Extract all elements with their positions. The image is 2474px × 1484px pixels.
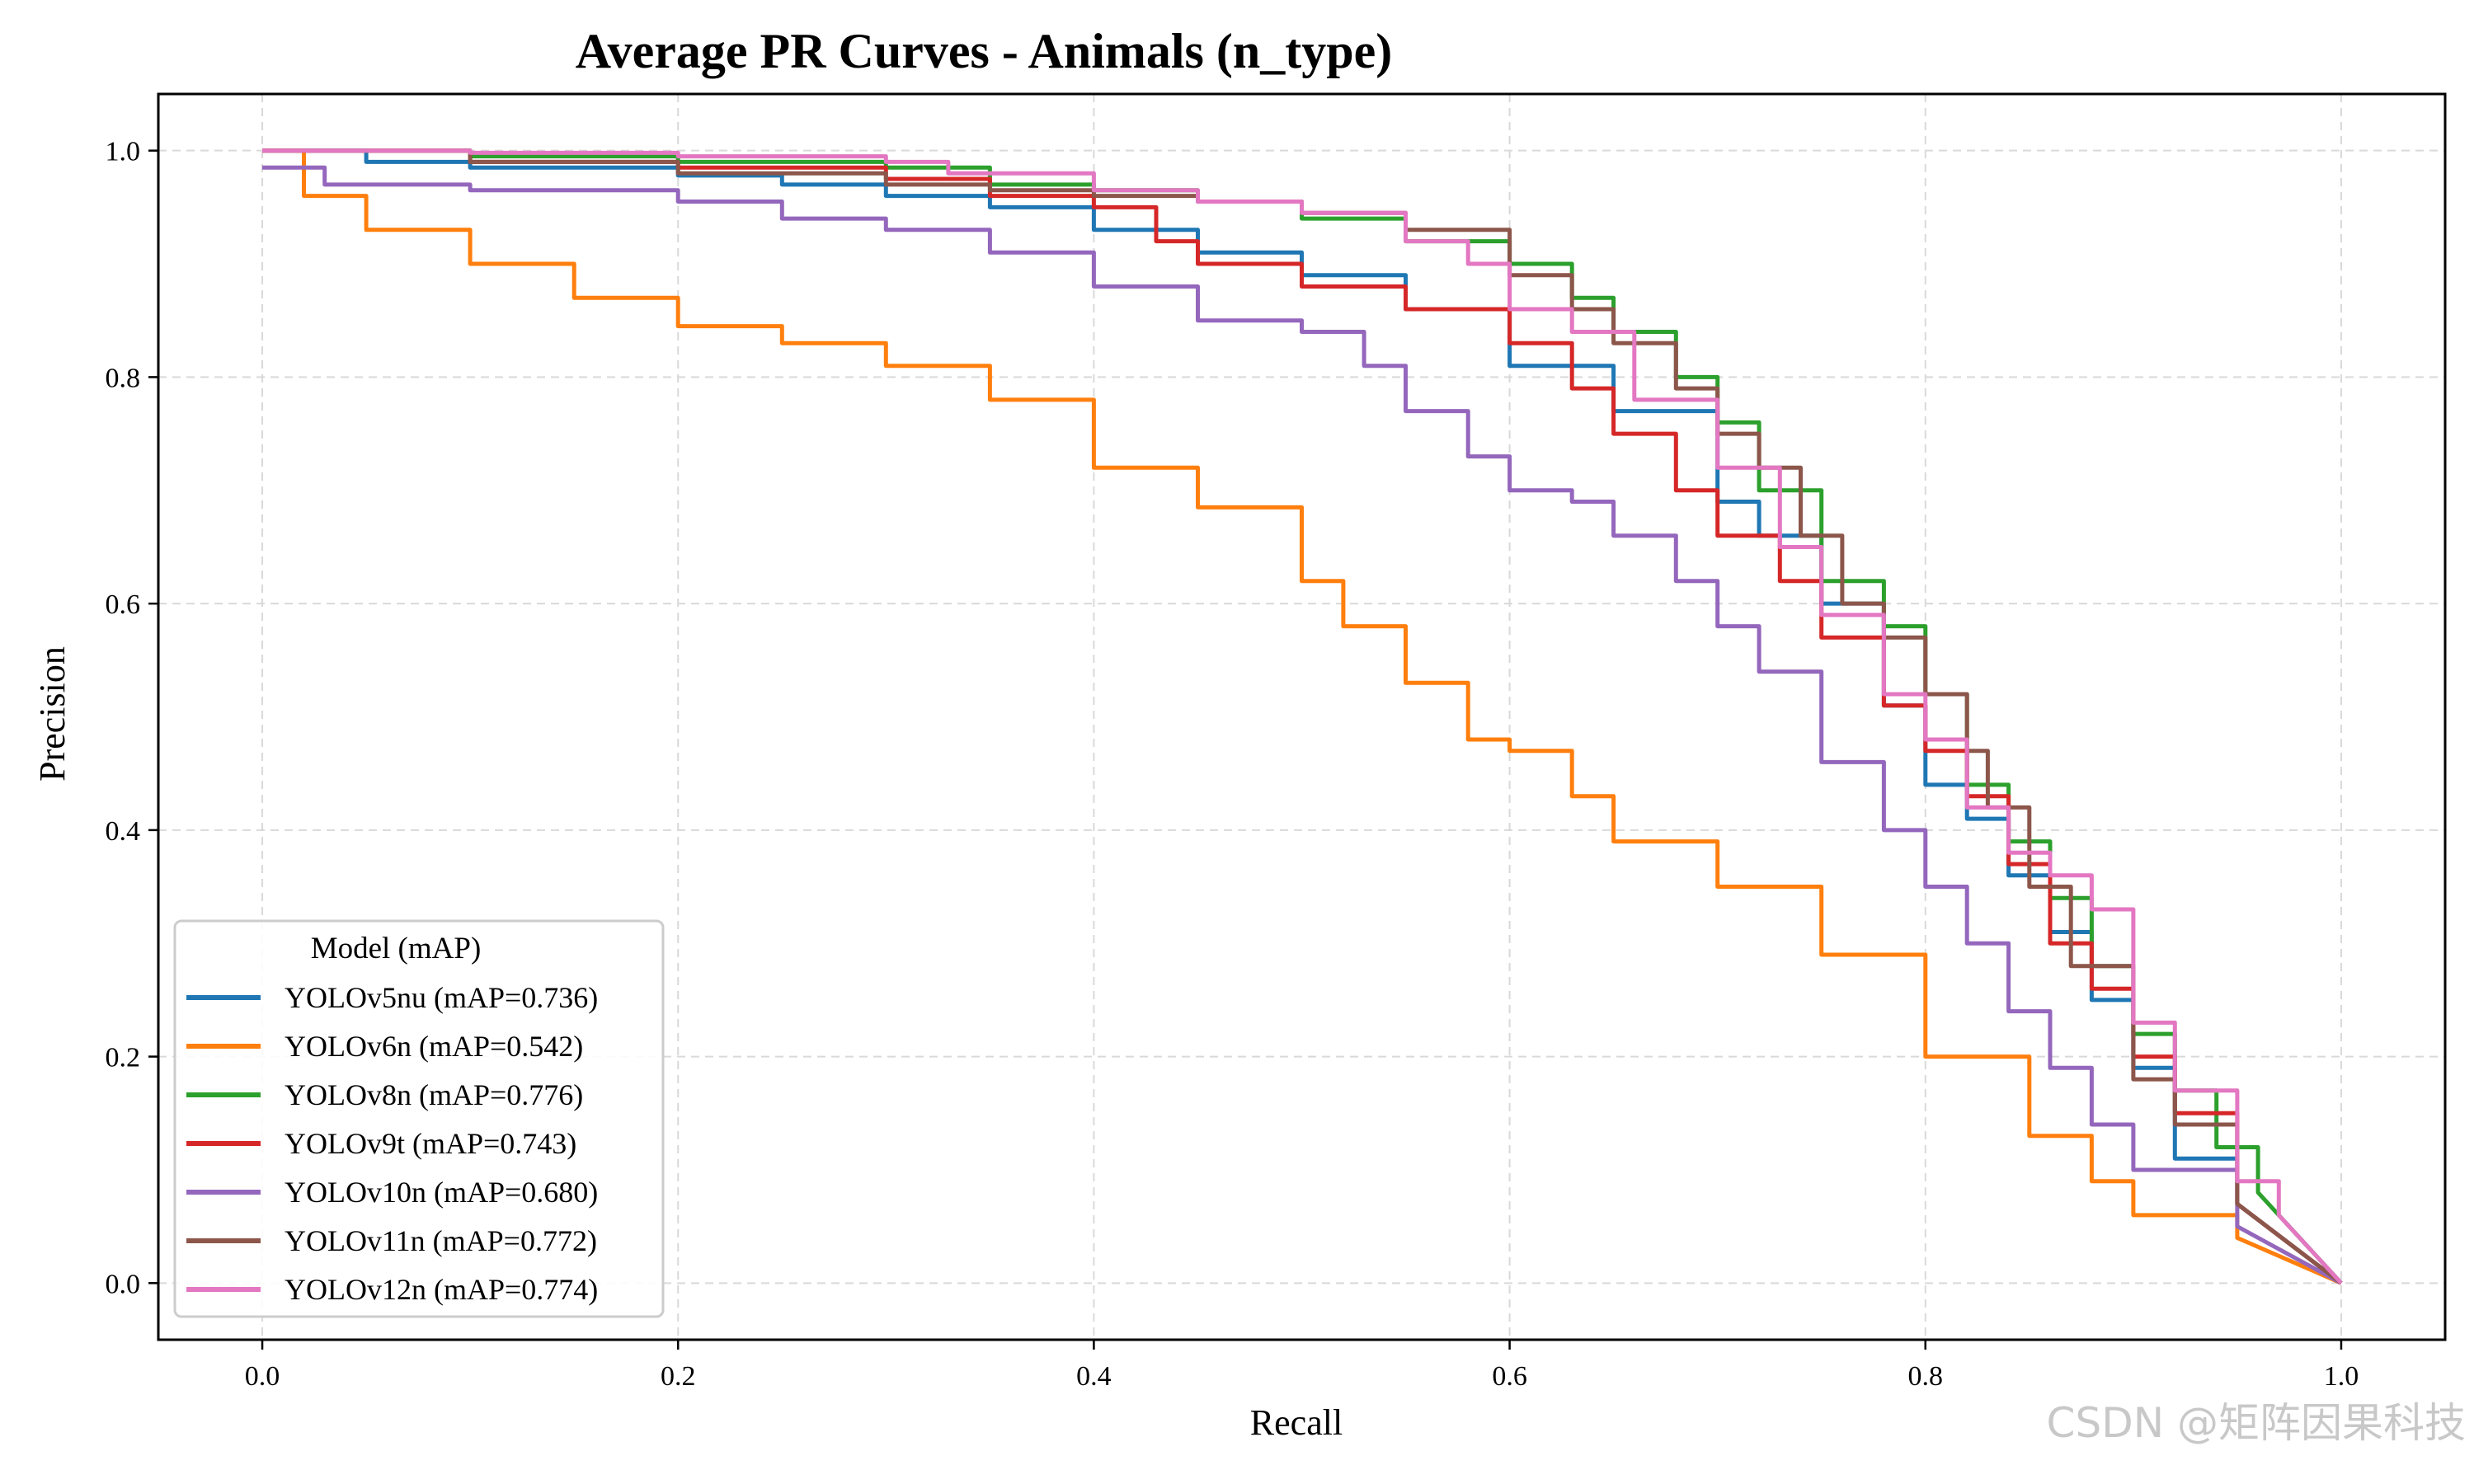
legend-entry-label: YOLOv11n (mAP=0.772) (285, 1224, 597, 1257)
axis-ticks: 0.0 0.2 0.4 0.6 0.8 1.0 0.0 0.2 0.4 0.6 0.8 1.0 (106, 137, 2359, 1392)
x-tick-label: 0.8 (1908, 1361, 1944, 1392)
legend-entry-label: YOLOv8n (mAP=0.776) (285, 1078, 583, 1111)
x-tick-label: 1.0 (2324, 1361, 2359, 1392)
x-tick-label: 0.2 (661, 1361, 696, 1392)
x-axis-label: Recall (1250, 1402, 1343, 1443)
x-tick-label: 0.0 (245, 1361, 280, 1392)
legend-entry-label: YOLOv10n (mAP=0.680) (285, 1176, 598, 1209)
series-lines (262, 148, 2343, 1285)
chart-title: Average PR Curves - Animals (n_type) (576, 24, 1392, 78)
y-tick-label: 0.4 (106, 816, 141, 847)
legend-entry-label: YOLOv5nu (mAP=0.736) (285, 981, 598, 1014)
watermark: CSDN @矩阵因果科技 (2046, 1399, 2466, 1447)
legend-entry-label: YOLOv6n (mAP=0.542) (285, 1030, 583, 1063)
x-tick-label: 0.4 (1076, 1361, 1112, 1392)
y-tick-label: 0.6 (106, 589, 141, 620)
y-tick-label: 0.2 (106, 1043, 141, 1073)
legend-entries: YOLOv5nu (mAP=0.736) YOLOv6n (mAP=0.542) Y… (186, 981, 598, 1306)
series-line-4 (262, 165, 2343, 1285)
legend: Model (mAP) YOLOv5nu (mAP=0.736) YOLOv6n … (173, 919, 665, 1318)
plot-area-frame (157, 92, 2447, 1341)
series-line-1 (262, 148, 2342, 1285)
legend-box (173, 919, 665, 1318)
legend-title: Model (mAP) (311, 932, 482, 965)
y-axis-label: Precision (32, 646, 73, 782)
y-tick-label: 0.8 (106, 363, 141, 393)
y-tick-label: 0.0 (106, 1269, 141, 1299)
legend-entry-label: YOLOv9t (mAP=0.743) (285, 1127, 576, 1160)
series-line-6 (262, 148, 2343, 1284)
series-line-0 (262, 148, 2343, 1285)
x-tick-label: 0.6 (1492, 1361, 1527, 1392)
legend-entry-label: YOLOv12n (mAP=0.774) (285, 1273, 598, 1306)
y-tick-label: 1.0 (106, 137, 141, 167)
grid-lines (158, 94, 2445, 1340)
